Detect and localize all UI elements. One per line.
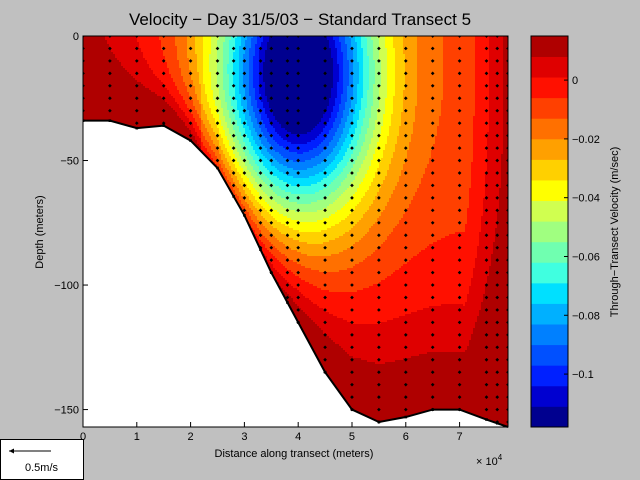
chart-title: Velocity − Day 31/5/03 − Standard Transe…: [129, 10, 471, 29]
